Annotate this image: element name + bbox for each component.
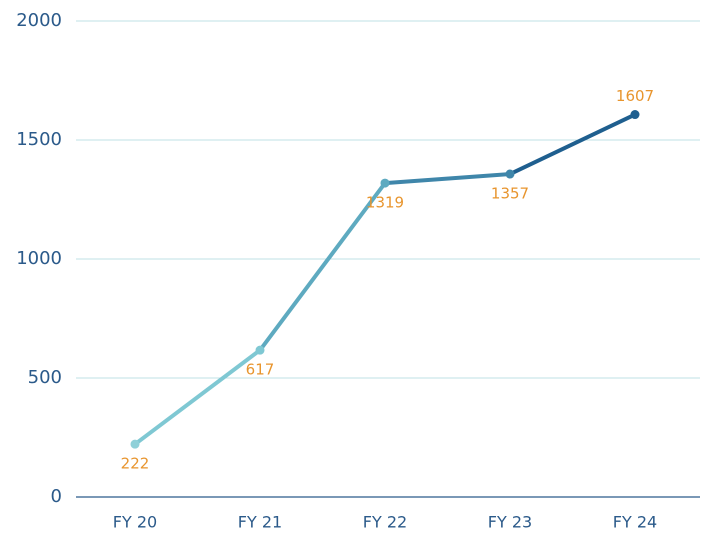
x-tick-label: FY 20	[113, 513, 157, 532]
line-segment	[383, 172, 512, 186]
x-tick-label: FY 22	[363, 513, 407, 532]
data-label: 1357	[491, 185, 529, 203]
x-tick-label: FY 23	[488, 513, 532, 532]
data-label: 222	[121, 455, 150, 473]
y-tick-label: 1000	[16, 248, 62, 269]
x-tick-label: FY 24	[613, 513, 657, 532]
line-segment	[508, 112, 637, 177]
x-tick-label: FY 21	[238, 513, 282, 532]
y-tick-label: 1500	[16, 129, 62, 150]
y-tick-label: 2000	[16, 10, 62, 31]
line-segment	[258, 181, 387, 353]
data-label: 1607	[616, 87, 654, 105]
data-point	[380, 178, 390, 188]
y-tick-label: 0	[51, 486, 62, 507]
data-label: 617	[246, 361, 275, 379]
data-point	[255, 345, 265, 355]
data-point	[130, 439, 140, 449]
data-point	[630, 110, 640, 120]
data-point	[505, 169, 515, 179]
line-segment	[133, 348, 262, 447]
data-label: 1319	[366, 194, 404, 212]
y-tick-label: 500	[28, 367, 62, 388]
